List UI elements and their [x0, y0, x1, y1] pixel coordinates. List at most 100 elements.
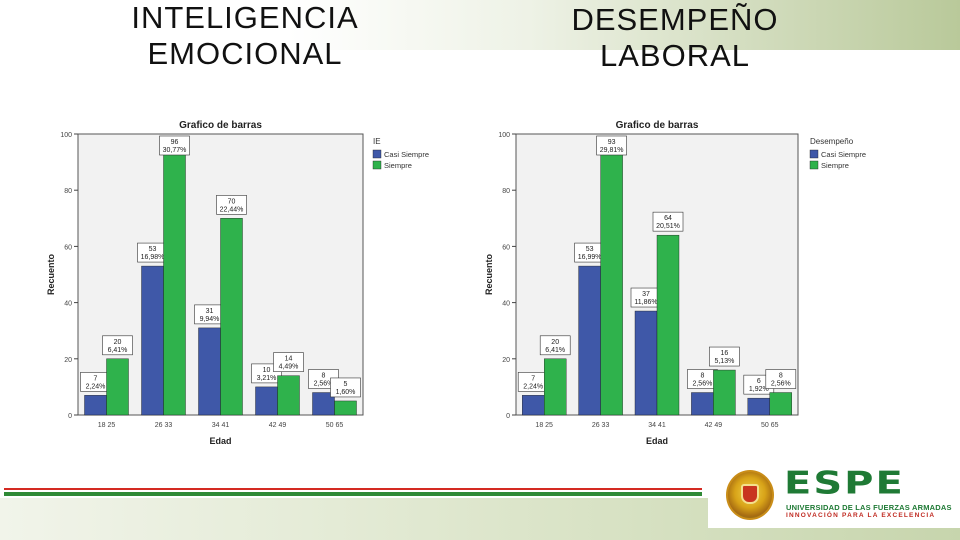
y-tick-label: 40 [502, 301, 510, 308]
y-axis-label: Recuento [46, 254, 56, 296]
data-label: 53 [149, 246, 157, 253]
data-label: 6,41% [108, 347, 128, 354]
chart-panel-desempeno-laboral: Grafico de barras 0 20 40 60 80 100 Recuento 7 2,… [470, 116, 890, 456]
data-label: 16,99% [578, 254, 602, 261]
legend-swatch [372, 160, 382, 170]
y-tick-label: 20 [502, 357, 510, 364]
bar-siempre [334, 400, 357, 416]
slide-title-desempeno-laboral: DESEMPEÑO LABORAL [571, 2, 779, 73]
bar-siempre [713, 369, 736, 416]
logo-wordmark: ESPE [784, 465, 905, 502]
x-tick-label: 42 49 [705, 422, 723, 429]
bar-siempre [769, 392, 792, 416]
bar-siempre [656, 234, 680, 416]
data-label-box [330, 377, 361, 398]
data-label-box [539, 335, 571, 356]
footer-red-stripe [4, 488, 702, 490]
bar-siempre [106, 358, 129, 416]
data-label: 10 [263, 367, 271, 374]
x-axis-label: Edad [209, 436, 231, 446]
data-label: 8 [322, 373, 326, 380]
legend-label: Siempre [821, 161, 849, 170]
data-label: 8 [779, 373, 783, 380]
bar-chart-inteligencia-emocional: Grafico de barras020406080100Recuento72,… [46, 120, 429, 446]
data-label: 2,56% [314, 381, 334, 388]
chart-title: Grafico de barras [616, 120, 699, 131]
data-label: 7 [94, 375, 98, 382]
bar-chart-desempeno-laboral: Grafico de barras020406080100Recuento72,… [484, 120, 866, 446]
legend-swatch [372, 149, 382, 159]
y-axis-label: Recuento [484, 254, 494, 296]
bar-siempre [163, 145, 186, 416]
data-label-box [596, 135, 627, 156]
data-label: 1,60% [336, 389, 356, 396]
bar-casi-siempre [522, 395, 545, 416]
data-label: 22,44% [220, 206, 244, 213]
bar-casi-siempre [198, 327, 221, 416]
y-tick-label: 80 [502, 188, 510, 195]
chart-title: Grafico de barras [179, 120, 262, 131]
slide-title-inteligencia-emocional: INTELIGENCIA EMOCIONAL [131, 0, 359, 71]
legend-title: Desempeño [810, 137, 854, 146]
data-label: 5 [344, 381, 348, 388]
university-seal-icon [726, 470, 774, 520]
data-label: 93 [608, 139, 616, 146]
data-label-box [159, 135, 190, 156]
footer-green-stripe [4, 492, 702, 496]
data-label-box [765, 369, 797, 389]
data-label: 11,86% [634, 299, 657, 306]
logo-motto: INNOVACIÓN PARA LA EXCELENCIA [786, 512, 936, 519]
x-axis-label: Edad [646, 436, 668, 446]
y-tick-label: 0 [68, 413, 72, 420]
logo-university-name: UNIVERSIDAD DE LAS FUERZAS ARMADAS [786, 503, 952, 512]
legend-swatch [809, 160, 819, 170]
espe-logo: ESPE UNIVERSIDAD DE LAS FUERZAS ARMADAS … [708, 462, 960, 528]
data-label: 1,92% [749, 386, 769, 393]
bar-casi-siempre [747, 397, 770, 416]
data-label: 20,51% [656, 223, 680, 230]
data-label-box [652, 211, 684, 232]
data-label: 37 [642, 291, 650, 298]
data-label: 14 [285, 356, 293, 363]
data-label-box [709, 346, 740, 367]
data-label: 6,41% [545, 347, 565, 354]
data-label-box [102, 335, 133, 356]
data-label: 3,21% [257, 375, 277, 382]
data-label-box [273, 352, 304, 372]
bar-casi-siempre [141, 265, 164, 416]
x-tick-label: 34 41 [648, 422, 666, 429]
y-tick-label: 60 [64, 244, 72, 251]
y-tick-label: 20 [64, 357, 72, 364]
data-label-box [216, 195, 247, 215]
y-tick-label: 60 [502, 244, 510, 251]
x-tick-label: 18 25 [535, 422, 553, 429]
data-label: 9,94% [200, 316, 220, 323]
data-label: 5,13% [714, 358, 734, 365]
y-tick-label: 0 [506, 413, 510, 420]
data-label: 20 [114, 339, 122, 346]
data-label: 2,56% [692, 381, 712, 388]
data-label: 2,56% [771, 381, 791, 388]
x-tick-label: 18 25 [98, 422, 116, 429]
bar-siempre [220, 218, 243, 416]
bar-casi-siempre [255, 386, 278, 416]
title-band [0, 0, 960, 50]
data-label: 8 [700, 373, 704, 380]
data-label: 2,24% [86, 383, 106, 390]
y-tick-label: 100 [498, 132, 510, 139]
footer-white-stripe [4, 491, 702, 492]
bar-casi-siempre [634, 310, 658, 416]
y-tick-label: 100 [60, 132, 72, 139]
data-label: 64 [664, 215, 672, 222]
legend-label: Siempre [384, 161, 412, 170]
y-tick-label: 40 [64, 301, 72, 308]
x-tick-label: 42 49 [269, 422, 287, 429]
y-tick-label: 80 [64, 188, 72, 195]
data-label: 2,24% [523, 383, 543, 390]
data-label: 70 [228, 198, 236, 205]
legend-swatch [809, 149, 819, 159]
legend-label: Casi Siempre [821, 150, 866, 159]
bar-siempre [600, 153, 623, 416]
data-label: 20 [551, 339, 559, 346]
legend-title: IE [373, 137, 381, 146]
